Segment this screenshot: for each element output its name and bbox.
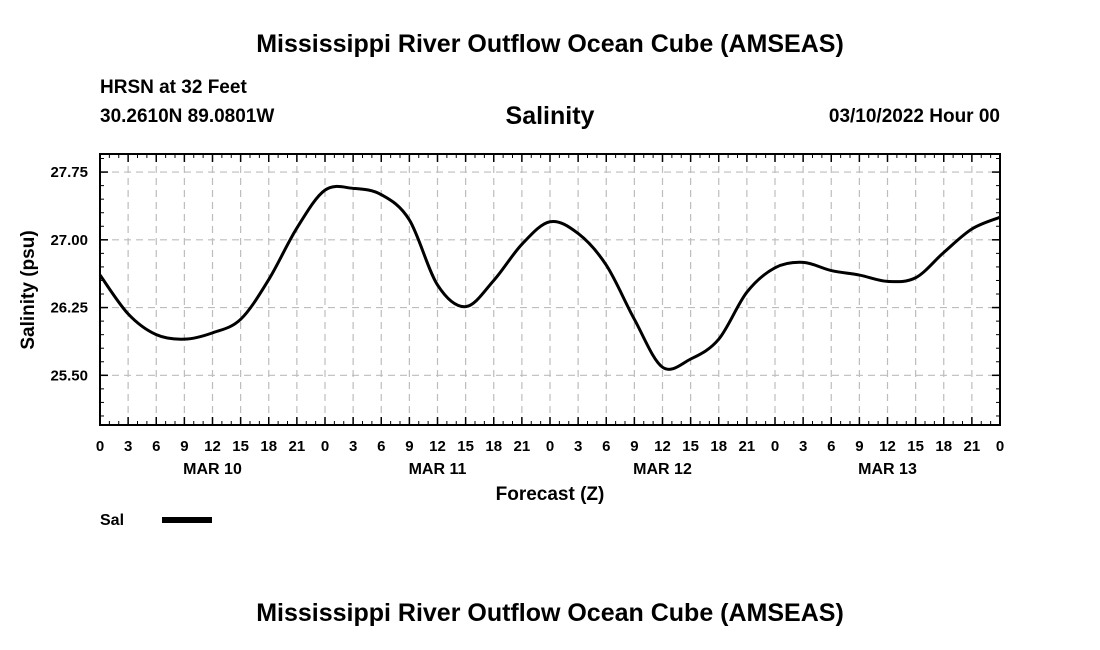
x-tick-label: 15 <box>907 438 924 455</box>
x-tick-label: 9 <box>855 438 863 455</box>
day-label: MAR 12 <box>633 461 692 478</box>
y-axis-title: Salinity (psu) <box>18 230 39 349</box>
series-layer <box>98 184 1001 371</box>
x-tick-label: 15 <box>232 438 249 455</box>
x-tick-label: 21 <box>739 438 756 455</box>
x-tick-label: 21 <box>289 438 306 455</box>
page-title: Mississippi River Outflow Ocean Cube (AM… <box>256 30 844 58</box>
x-tick-label: 3 <box>349 438 357 455</box>
x-tick-label: 6 <box>827 438 835 455</box>
x-tick-label: 18 <box>935 438 952 455</box>
x-tick-label: 9 <box>405 438 413 455</box>
x-tick-label: 18 <box>260 438 277 455</box>
x-tick-label: 12 <box>204 438 221 455</box>
chart-title: Salinity <box>506 102 595 130</box>
x-tick-label: 6 <box>152 438 160 455</box>
series-line-sal <box>98 184 1001 371</box>
y-tick-label: 26.25 <box>50 300 88 317</box>
valid-time: 03/10/2022 Hour 00 <box>828 106 1000 127</box>
y-tick-label: 27.75 <box>50 164 88 181</box>
x-tick-label: 15 <box>457 438 474 455</box>
y-tick-label: 27.00 <box>50 232 88 249</box>
legend-label: Sal <box>100 512 124 529</box>
x-axis-title: Forecast (Z) <box>496 484 605 505</box>
x-tick-label: 12 <box>429 438 446 455</box>
grid-lines <box>100 154 1000 425</box>
x-tick-label: 12 <box>879 438 896 455</box>
y-tick-label: 25.50 <box>50 367 88 384</box>
x-tick-label: 9 <box>180 438 188 455</box>
plot-frame <box>99 153 1001 426</box>
x-tick-label: 3 <box>799 438 807 455</box>
x-tick-label: 9 <box>630 438 638 455</box>
x-tick-label: 0 <box>996 438 1004 455</box>
x-tick-label: 0 <box>771 438 779 455</box>
x-tick-label: 6 <box>377 438 385 455</box>
x-tick-label: 21 <box>514 438 531 455</box>
x-tick-label: 21 <box>964 438 981 455</box>
x-tick-label: 18 <box>710 438 727 455</box>
x-tick-label: 3 <box>574 438 582 455</box>
day-label: MAR 11 <box>409 461 467 478</box>
x-tick-label: 18 <box>485 438 502 455</box>
footer-title: Mississippi River Outflow Ocean Cube (AM… <box>256 599 844 627</box>
x-tick-label: 0 <box>546 438 554 455</box>
station-name-depth: HRSN at 32 Feet <box>100 77 247 98</box>
x-tick-label: 12 <box>654 438 671 455</box>
station-coordinates: 30.2610N 89.0801W <box>100 106 275 127</box>
x-tick-label: 6 <box>602 438 610 455</box>
x-tick-label: 15 <box>682 438 699 455</box>
x-tick-label: 0 <box>96 438 104 455</box>
x-tick-label: 3 <box>124 438 132 455</box>
axis-labels: 0 3 6 9 12 15 18 21 0 3 6 9 12 15 18 21 0 3 6 9 12 15 18 21 0 3 6 9… <box>50 164 1004 478</box>
day-label: MAR 13 <box>858 461 917 478</box>
day-label: MAR 10 <box>183 461 242 478</box>
x-tick-label: 0 <box>321 438 329 455</box>
